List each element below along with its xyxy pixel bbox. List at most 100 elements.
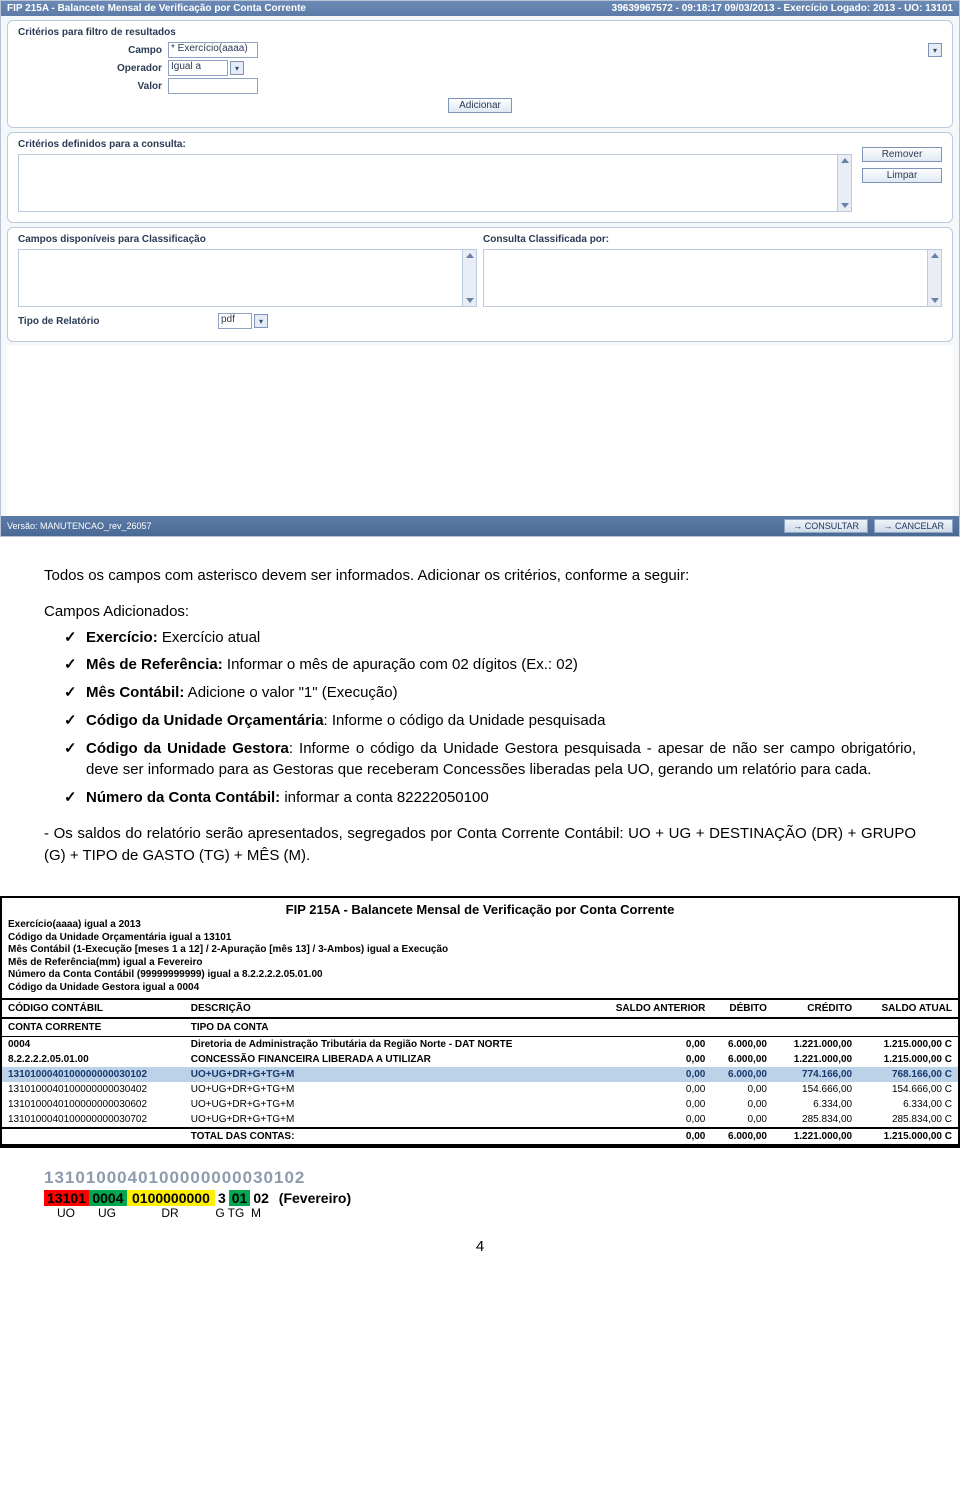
report-cell: UO+UG+DR+G+TG+M bbox=[185, 1097, 589, 1112]
label-campo: Campo bbox=[18, 45, 168, 56]
app-window: FIP 215A - Balancete Mensal de Verificaç… bbox=[0, 0, 960, 537]
scrollbar-icon[interactable] bbox=[837, 155, 851, 211]
select-operador[interactable]: Igual a bbox=[168, 60, 228, 76]
cc-part: 0100000000 bbox=[127, 1190, 215, 1206]
page-number: 4 bbox=[0, 1238, 960, 1255]
report-col-header: SALDO ANTERIOR bbox=[588, 999, 711, 1018]
report-criteria-line: Código da Unidade Orçamentária igual a 1… bbox=[8, 932, 952, 945]
listbox-classificada[interactable] bbox=[483, 249, 942, 307]
report-cell: 1310100040100000000030702 bbox=[2, 1112, 185, 1128]
app-titlebar: FIP 215A - Balancete Mensal de Verificaç… bbox=[1, 1, 959, 16]
select-tipo-relatorio[interactable]: pdf bbox=[218, 313, 252, 329]
report-col-header: TIPO DA CONTA bbox=[185, 1018, 589, 1037]
app-footer: Versão: MANUTENCAO_rev_26057 → CONSULTAR… bbox=[1, 516, 959, 536]
panel-filter-title: Critérios para filtro de resultados bbox=[18, 27, 942, 38]
report-cell: 6.000,00 bbox=[711, 1052, 773, 1067]
report-cell: 1.215.000,00 C bbox=[858, 1052, 958, 1067]
li-text: Exercício atual bbox=[158, 629, 261, 646]
report-cell: 6.000,00 bbox=[711, 1037, 773, 1053]
cancelar-button[interactable]: → CANCELAR bbox=[874, 519, 953, 533]
report-cell: 6.000,00 bbox=[711, 1128, 773, 1145]
doc-checklist: Exercício: Exercício atual Mês de Referê… bbox=[64, 627, 916, 809]
report-cell bbox=[2, 1128, 185, 1145]
report-cell: 154.666,00 C bbox=[858, 1082, 958, 1097]
cc-part-label: UO bbox=[44, 1206, 88, 1220]
li-bold: Exercício: bbox=[86, 629, 158, 646]
report-cell: 0,00 bbox=[588, 1082, 711, 1097]
report-cell: 0,00 bbox=[588, 1052, 711, 1067]
report-cell: 285.834,00 C bbox=[858, 1112, 958, 1128]
report-cell: 1310100040100000000030402 bbox=[2, 1082, 185, 1097]
li-bold: Código da Unidade Gestora bbox=[86, 740, 289, 757]
report-col-header: CRÉDITO bbox=[773, 999, 858, 1018]
list-item: Mês Contábil: Adicione o valor "1" (Exec… bbox=[64, 682, 916, 704]
adicionar-button[interactable]: Adicionar bbox=[448, 98, 512, 113]
cc-part: 01 bbox=[229, 1190, 251, 1206]
listbox-disponiveis[interactable] bbox=[18, 249, 477, 307]
report-col-header: DESCRIÇÃO bbox=[185, 999, 589, 1018]
report-cell: CONCESSÃO FINANCEIRA LIBERADA A UTILIZAR bbox=[185, 1052, 589, 1067]
cc-part: 0004 bbox=[89, 1190, 127, 1206]
li-text: Informar o mês de apuração com 02 dígito… bbox=[223, 656, 578, 673]
limpar-button[interactable]: Limpar bbox=[862, 168, 942, 183]
report-title: FIP 215A - Balancete Mensal de Verificaç… bbox=[2, 898, 958, 919]
report-cell: 1.221.000,00 bbox=[773, 1052, 858, 1067]
report-cell: 1.215.000,00 C bbox=[858, 1128, 958, 1145]
footer-version: Versão: MANUTENCAO_rev_26057 bbox=[7, 521, 152, 531]
report-cell: UO+UG+DR+G+TG+M bbox=[185, 1112, 589, 1128]
li-text: : Informe o código da Unidade pesquisada bbox=[324, 712, 606, 729]
report-criteria-line: Mês de Referência(mm) igual a Fevereiro bbox=[8, 957, 952, 970]
operador-dropdown-icon[interactable]: ▾ bbox=[230, 61, 244, 75]
cc-part: 13101 bbox=[44, 1190, 89, 1206]
report-criteria-line: Exercício(aaaa) igual a 2013 bbox=[8, 919, 952, 932]
cc-part-label: TG bbox=[226, 1206, 246, 1220]
scrollbar-icon[interactable] bbox=[462, 250, 476, 306]
report-cell: 0,00 bbox=[588, 1097, 711, 1112]
report-col-header: DÉBITO bbox=[711, 999, 773, 1018]
li-text: Adicione o valor "1" (Execução) bbox=[184, 684, 397, 701]
report-cell: 774.166,00 bbox=[773, 1067, 858, 1082]
list-item: Mês de Referência: Informar o mês de apu… bbox=[64, 654, 916, 676]
app-title-left: FIP 215A - Balancete Mensal de Verificaç… bbox=[7, 3, 306, 14]
defined-criteria-title: Critérios definidos para a consulta: bbox=[18, 139, 852, 150]
cc-ghost-number: 1310100040100000000030102 bbox=[44, 1168, 916, 1188]
report-cell: 0,00 bbox=[588, 1037, 711, 1053]
cc-part: 02 bbox=[250, 1190, 272, 1206]
campo-dropdown-icon[interactable]: ▾ bbox=[928, 43, 942, 57]
report-cell: 0,00 bbox=[588, 1112, 711, 1128]
remover-button[interactable]: Remover bbox=[862, 147, 942, 162]
doc-body: Todos os campos com asterisco devem ser … bbox=[0, 565, 960, 890]
tipo-dropdown-icon[interactable]: ▾ bbox=[254, 314, 268, 328]
app-body: Critérios para filtro de resultados Camp… bbox=[1, 16, 959, 516]
list-item: Exercício: Exercício atual bbox=[64, 627, 916, 649]
panel-filter-criteria: Critérios para filtro de resultados Camp… bbox=[7, 20, 953, 128]
report-table: CÓDIGO CONTÁBILDESCRIÇÃOSALDO ANTERIORDÉ… bbox=[2, 998, 958, 1146]
report-col-header: CONTA CORRENTE bbox=[2, 1018, 185, 1037]
label-valor: Valor bbox=[18, 81, 168, 92]
input-valor[interactable] bbox=[168, 78, 258, 94]
list-item: Código da Unidade Gestora: Informe o cód… bbox=[64, 738, 916, 782]
list-item: Número da Conta Contábil: informar a con… bbox=[64, 787, 916, 809]
cc-part: 3 bbox=[215, 1190, 229, 1206]
consultar-button[interactable]: → CONSULTAR bbox=[784, 519, 868, 533]
cc-part-label: UG bbox=[88, 1206, 126, 1220]
report-cell: 0004 bbox=[2, 1037, 185, 1053]
select-campo[interactable]: * Exercício(aaaa) bbox=[168, 42, 258, 58]
report-cell: 1310100040100000000030102 bbox=[2, 1067, 185, 1082]
scrollbar-icon[interactable] bbox=[927, 250, 941, 306]
cc-part-label: G bbox=[214, 1206, 226, 1220]
list-item: Código da Unidade Orçamentária: Informe … bbox=[64, 710, 916, 732]
report-col-header: CÓDIGO CONTÁBIL bbox=[2, 999, 185, 1018]
report-cell: 1.221.000,00 bbox=[773, 1128, 858, 1145]
report-cell: 0,00 bbox=[711, 1112, 773, 1128]
doc-campos-heading: Campos Adicionados: bbox=[44, 601, 916, 623]
report-cell: 1310100040100000000030602 bbox=[2, 1097, 185, 1112]
cc-tail: (Fevereiro) bbox=[276, 1190, 354, 1206]
label-classificada-por: Consulta Classificada por: bbox=[483, 234, 942, 245]
report-cell: 768.166,00 C bbox=[858, 1067, 958, 1082]
defined-criteria-listbox[interactable] bbox=[18, 154, 852, 212]
report-criteria: Exercício(aaaa) igual a 2013Código da Un… bbox=[2, 919, 958, 998]
li-bold: Número da Conta Contábil: bbox=[86, 789, 280, 806]
label-campos-disponiveis: Campos disponíveis para Classificação bbox=[18, 234, 477, 245]
doc-intro: Todos os campos com asterisco devem ser … bbox=[44, 565, 916, 587]
